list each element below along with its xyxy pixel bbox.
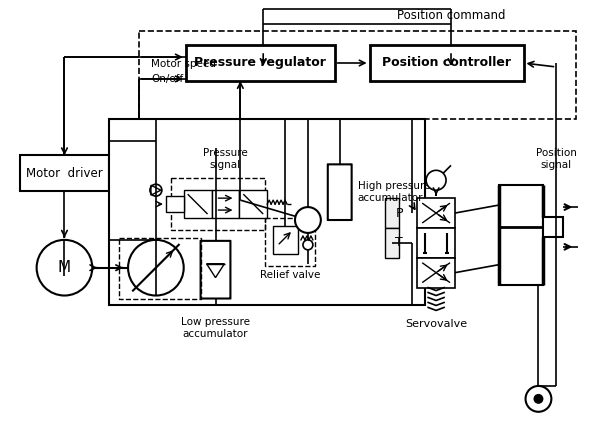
Text: Position
signal: Position signal bbox=[536, 149, 577, 170]
Text: Pressure
signal: Pressure signal bbox=[203, 149, 248, 170]
Bar bbox=[186, 45, 335, 81]
Text: Motor speed: Motor speed bbox=[151, 59, 216, 69]
Bar bbox=[183, 190, 212, 218]
Bar bbox=[417, 228, 455, 258]
Bar bbox=[109, 119, 425, 306]
Bar bbox=[543, 217, 563, 237]
Bar bbox=[166, 196, 183, 212]
Bar bbox=[385, 198, 399, 228]
Bar bbox=[417, 258, 455, 288]
Bar bbox=[417, 198, 455, 228]
Text: Relief valve: Relief valve bbox=[260, 270, 320, 280]
Bar bbox=[240, 190, 267, 218]
Circle shape bbox=[533, 394, 543, 404]
Bar bbox=[119, 238, 201, 299]
Text: T: T bbox=[395, 236, 403, 249]
Text: High pressure
accumulator: High pressure accumulator bbox=[358, 181, 430, 203]
Text: Pressure regulator: Pressure regulator bbox=[194, 56, 326, 70]
Bar bbox=[369, 45, 523, 81]
Text: Servovalve: Servovalve bbox=[405, 319, 467, 329]
Bar bbox=[212, 190, 240, 218]
Bar bbox=[171, 178, 265, 230]
Bar bbox=[139, 31, 576, 119]
Text: Low pressure
accumulator: Low pressure accumulator bbox=[181, 318, 250, 339]
Text: P: P bbox=[395, 206, 403, 220]
Bar bbox=[265, 218, 315, 266]
Text: Position controller: Position controller bbox=[382, 56, 511, 70]
Bar bbox=[19, 155, 109, 191]
Circle shape bbox=[295, 207, 321, 233]
Text: M: M bbox=[58, 260, 71, 275]
Text: On/off: On/off bbox=[151, 74, 183, 84]
Text: Position command: Position command bbox=[396, 9, 505, 22]
Circle shape bbox=[426, 170, 446, 190]
Bar bbox=[273, 226, 298, 254]
Bar bbox=[385, 228, 399, 258]
Bar bbox=[499, 185, 543, 284]
Text: Motor  driver: Motor driver bbox=[26, 167, 103, 180]
Circle shape bbox=[526, 386, 552, 412]
